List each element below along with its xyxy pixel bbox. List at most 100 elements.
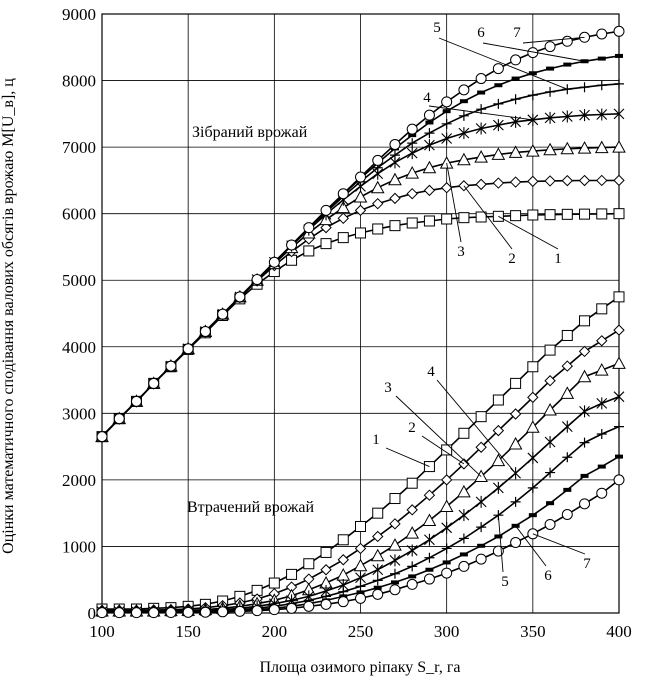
curve-label: 6 — [477, 25, 485, 41]
data-point — [545, 86, 556, 97]
data-point — [475, 553, 487, 565]
data-point — [508, 145, 523, 158]
data-point — [475, 495, 487, 508]
data-point — [422, 160, 437, 174]
y-tick-label: 8000 — [62, 72, 96, 91]
data-point — [353, 189, 368, 203]
data-point — [441, 567, 453, 579]
data-point — [425, 120, 434, 125]
data-point — [544, 344, 556, 356]
data-point — [372, 154, 384, 166]
data-point — [234, 291, 246, 303]
data-point — [458, 212, 470, 224]
data-point — [597, 56, 606, 61]
data-point — [373, 585, 382, 590]
data-point — [337, 212, 349, 225]
data-point — [355, 171, 366, 183]
data-point — [561, 508, 573, 520]
data-point — [406, 544, 418, 557]
data-point — [337, 232, 349, 244]
data-point — [510, 536, 522, 548]
data-point — [408, 574, 417, 579]
data-point — [477, 543, 486, 548]
data-point — [543, 142, 557, 156]
series-layer — [95, 25, 626, 619]
data-point — [475, 411, 487, 423]
data-point — [492, 394, 504, 406]
data-point — [613, 390, 625, 403]
data-point — [510, 94, 521, 105]
callout-leader — [482, 42, 585, 62]
curve-label: 5 — [433, 20, 441, 36]
data-point — [405, 166, 420, 179]
x-tick-label: 400 — [606, 622, 632, 641]
y-tick-label: 2000 — [62, 471, 96, 490]
data-point — [594, 140, 609, 154]
data-point — [182, 343, 194, 355]
data-point — [458, 127, 470, 140]
data-point — [475, 122, 487, 135]
data-point — [511, 76, 520, 81]
data-point — [510, 496, 521, 507]
data-point — [442, 109, 451, 114]
plot-frame — [101, 13, 620, 614]
curve-label: 7 — [583, 556, 591, 572]
data-point — [439, 499, 454, 513]
data-point — [389, 518, 401, 530]
curve-label: 1 — [554, 251, 562, 267]
data-point — [475, 73, 487, 85]
data-point — [389, 220, 401, 232]
data-point — [372, 575, 383, 586]
data-point — [440, 474, 453, 486]
data-point — [491, 147, 506, 160]
curve-label: 4 — [427, 364, 435, 380]
data-point — [336, 568, 351, 581]
data-point — [560, 141, 575, 155]
y-tick-label: 9000 — [62, 5, 96, 24]
data-point — [545, 467, 556, 478]
data-point — [527, 90, 538, 101]
x-tick-label: 200 — [262, 622, 288, 641]
data-point — [423, 489, 436, 501]
data-point — [493, 98, 504, 109]
y-tick-label: 0 — [88, 604, 97, 623]
data-point — [372, 563, 384, 576]
data-point — [596, 303, 608, 315]
data-point — [508, 436, 523, 450]
data-point — [577, 369, 592, 383]
data-point — [527, 175, 539, 188]
data-point — [441, 444, 453, 456]
data-point — [562, 84, 573, 95]
data-point — [251, 605, 263, 617]
data-point — [182, 606, 194, 618]
data-point — [370, 180, 385, 194]
tick-labels: 100 150 200 250 300 350 4000100020003000400050… — [62, 5, 632, 641]
data-point — [441, 213, 453, 225]
data-point — [355, 592, 366, 604]
data-point — [527, 391, 539, 404]
curve-label: 2 — [408, 420, 416, 436]
data-point — [336, 200, 351, 214]
data-point — [199, 325, 211, 337]
data-point — [407, 138, 418, 149]
data-point — [234, 605, 246, 617]
data-point — [406, 187, 418, 200]
x-tick-label: 250 — [348, 622, 374, 641]
data-point — [527, 209, 539, 221]
data-point — [597, 464, 606, 469]
y-tick-label: 5000 — [62, 271, 96, 290]
data-point — [424, 128, 435, 139]
data-point — [579, 315, 591, 327]
data-point — [458, 110, 469, 121]
data-point — [251, 274, 263, 286]
data-point — [546, 501, 555, 506]
data-point — [320, 204, 332, 216]
data-point — [458, 533, 469, 544]
data-point — [165, 607, 177, 619]
curve-label: 1 — [372, 432, 380, 448]
data-point — [372, 588, 384, 600]
data-point — [406, 504, 418, 516]
data-point — [372, 223, 384, 235]
data-point — [613, 107, 625, 120]
callout-leader — [515, 525, 547, 567]
